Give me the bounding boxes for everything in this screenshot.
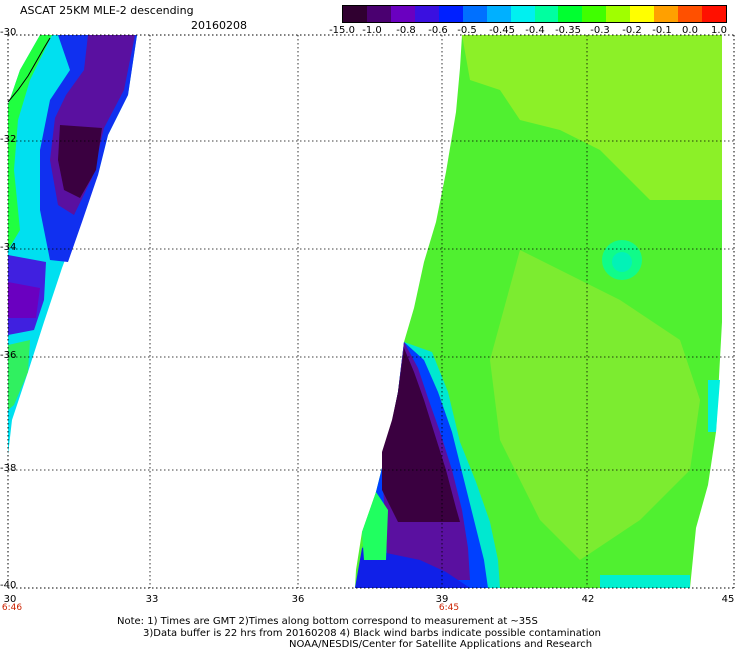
product-title: ASCAT 25KM MLE-2 descending [20,4,194,17]
note-line-2: 3)Data buffer is 22 hrs from 20160208 4)… [143,628,601,639]
colorbar-swatch [343,6,367,22]
colorbar-swatch [702,6,726,22]
colorbar-swatch [534,6,559,22]
note-line-3: NOAA/NESDIS/Center for Satellite Applica… [289,639,593,650]
colorbar-label: -0.5 [457,25,477,36]
east-swath [355,35,722,588]
colorbar-label: 1.0 [711,25,727,36]
colorbar-swatch [438,6,463,22]
colorbar-swatch [462,6,487,22]
colorbar-label: -0.4 [525,25,545,36]
west-swath-deep-purple [58,125,102,198]
colorbar-strip [343,6,726,22]
lon-label: 30 [3,594,17,605]
note-line-1: Note: 1) Times are GMT 2)Times along bot… [117,616,538,627]
colorbar-swatch [486,6,511,22]
plot-frame-ticks [7,34,735,589]
colorbar-label: -0.2 [622,25,642,36]
east-swath-cyan-bottom [600,575,690,588]
lat-label: -36 [0,350,17,361]
lon-label: 45 [721,594,735,605]
lat-label: -30 [0,27,17,38]
colorbar-label: -0.8 [396,25,416,36]
colorbar-label: -0.45 [489,25,515,36]
colorbar-swatch [606,6,631,22]
lat-label: -32 [0,134,17,145]
colorbar-label: -0.35 [555,25,581,36]
colorbar-swatch [510,6,535,22]
colorbar-swatch [390,6,415,22]
graticule [8,35,734,588]
time-label: 6:45 [438,603,460,613]
lat-label: -40 [0,580,17,591]
cyan-eddy-core [612,252,632,272]
lon-label: 33 [145,594,159,605]
colorbar-swatch [558,6,583,22]
east-swath-green-lower-left [362,492,388,560]
colorbar-label: -15.0 [329,25,355,36]
product-date: 20160208 [191,19,247,32]
colorbar-swatch [366,6,391,22]
west-swath-green-lower [8,340,30,410]
east-swath-lime-2 [490,250,700,560]
colorbar-swatch [582,6,607,22]
lon-label: 36 [291,594,305,605]
lat-label: -34 [0,242,17,253]
lon-label: 42 [581,594,595,605]
east-swath-deep-purple-band [382,348,460,522]
lat-label: -38 [0,463,17,474]
colorbar-swatch [654,6,679,22]
colorbar-label: -1.0 [362,25,382,36]
coastline [7,37,51,103]
colorbar-label: -0.6 [428,25,448,36]
east-swath-cyan-edge [708,380,720,432]
east-swath-lime [462,35,722,200]
lon-label: 39 [435,594,449,605]
colorbar-label: -0.3 [590,25,610,36]
west-swath-purple-patch [8,282,40,318]
colorbar-label: -0.1 [652,25,672,36]
colorbar-swatch [414,6,439,22]
west-swath [7,35,137,455]
colorbar-swatch [678,6,703,22]
colorbar [342,5,727,23]
time-label: 6:46 [1,603,23,613]
colorbar-label: 0.0 [682,25,698,36]
colorbar-swatch [630,6,655,22]
